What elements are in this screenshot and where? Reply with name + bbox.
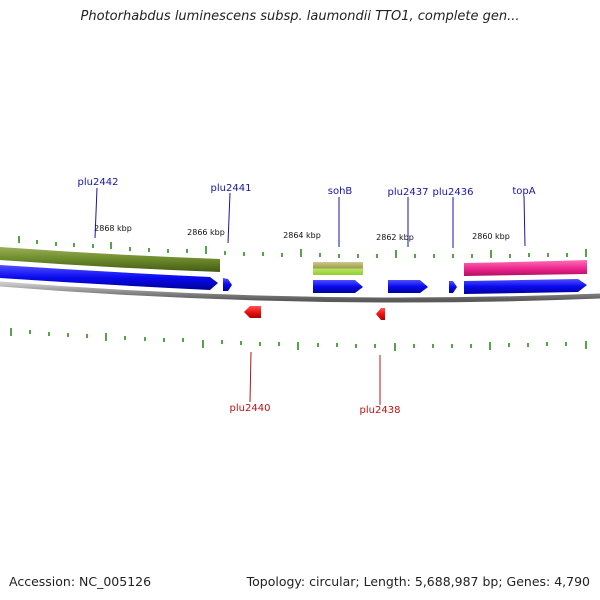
gene-label-plu2442[interactable]: plu2442 xyxy=(78,177,119,188)
feature-band-olive xyxy=(0,247,220,272)
gene-arrow-plu2438[interactable] xyxy=(376,308,385,320)
gene-label-plu2440[interactable]: plu2440 xyxy=(230,403,271,414)
leader-line-topa xyxy=(523,195,526,247)
gene-arrow-plu2440[interactable] xyxy=(244,306,261,318)
genome-backbone xyxy=(0,281,600,303)
gene-arrow-plu2441[interactable] xyxy=(223,278,232,291)
genome-title: Photorhabdus luminescens subsp. laumondi… xyxy=(80,9,520,24)
gene-label-topa[interactable]: topA xyxy=(512,186,535,197)
gene-label-plu2441[interactable]: plu2441 xyxy=(211,183,252,194)
topology-summary: Topology: circular; Length: 5,688,987 bp… xyxy=(246,574,590,589)
scale-label: 2866 kbp xyxy=(187,228,225,237)
accession-label: Accession: NC_005126 xyxy=(9,574,152,589)
inner-scale-ticks xyxy=(10,328,587,351)
gene-label-plu2436[interactable]: plu2436 xyxy=(433,187,474,198)
gene-arrow-sohb[interactable] xyxy=(313,280,363,293)
feature-band-topa xyxy=(464,260,587,276)
gene-arrow-plu2437[interactable] xyxy=(388,280,428,293)
gene-arrow-topa[interactable] xyxy=(464,279,587,294)
scale-label: 2860 kbp xyxy=(472,232,510,241)
scale-label: 2862 kbp xyxy=(376,233,414,242)
gene-label-sohb[interactable]: sohB xyxy=(328,186,353,197)
scale-label: 2864 kbp xyxy=(283,231,321,240)
outer-scale-ticks xyxy=(0,236,587,258)
scale-label: 2868 kbp xyxy=(94,224,132,233)
leader-line-plu2441 xyxy=(227,192,231,244)
gene-label-plu2437[interactable]: plu2437 xyxy=(388,187,429,198)
gene-arrow-plu2436[interactable] xyxy=(449,281,457,293)
feature-band-sohb xyxy=(313,262,363,275)
leader-line-plu2440 xyxy=(249,351,252,403)
leader-line-plu2442 xyxy=(94,187,98,239)
gene-arrow-plu2442[interactable] xyxy=(0,265,218,290)
gene-label-plu2438[interactable]: plu2438 xyxy=(360,405,401,416)
